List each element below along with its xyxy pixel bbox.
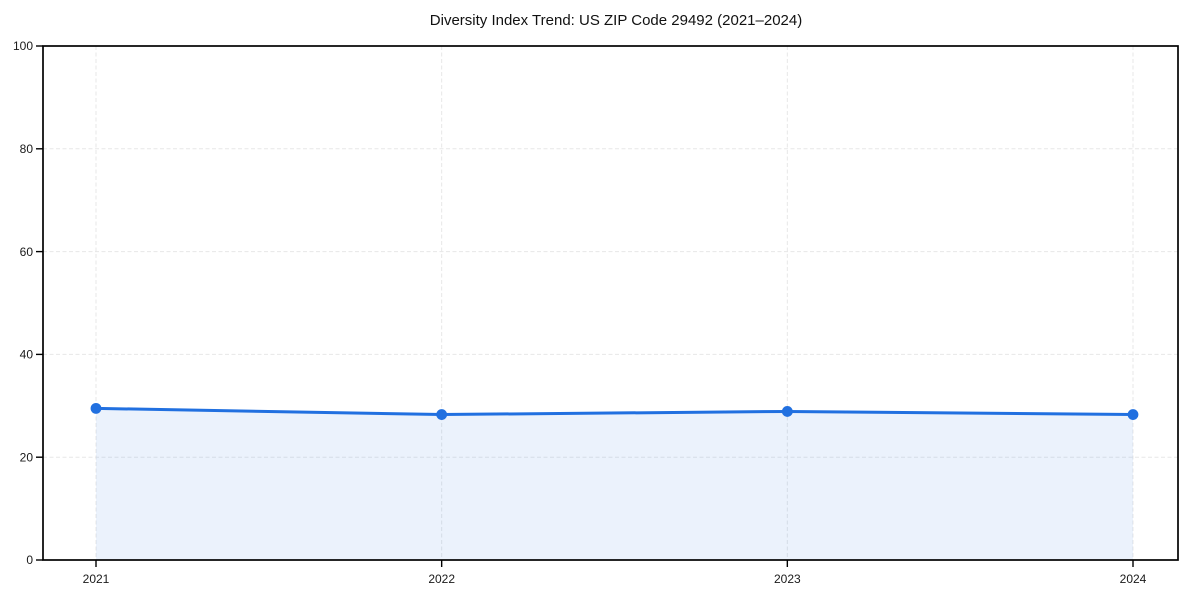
y-axis: 0 20 40 60 80 100 (13, 39, 43, 567)
trend-line (94, 406, 1135, 417)
x-tick-label: 2024 (1120, 572, 1147, 586)
x-tick-label: 2022 (428, 572, 455, 586)
y-tick-label: 60 (20, 245, 34, 259)
data-point (1127, 409, 1139, 420)
y-tick-label: 0 (26, 553, 33, 567)
y-tick-label: 100 (13, 39, 33, 53)
data-points (90, 402, 1139, 420)
x-tick-label: 2023 (774, 572, 801, 586)
x-tick-label: 2021 (83, 572, 110, 586)
area-fill (96, 408, 1133, 560)
data-point (781, 406, 793, 417)
plot-frame (42, 45, 1179, 561)
y-tick-label: 80 (20, 142, 34, 156)
data-point (90, 402, 102, 414)
data-point (436, 409, 448, 420)
chart-title: Diversity Index Trend: US ZIP Code 29492… (429, 12, 803, 29)
x-axis: 2021 2022 2023 2024 (83, 560, 1147, 586)
y-tick-label: 40 (20, 348, 34, 362)
y-tick-label: 20 (20, 450, 34, 464)
